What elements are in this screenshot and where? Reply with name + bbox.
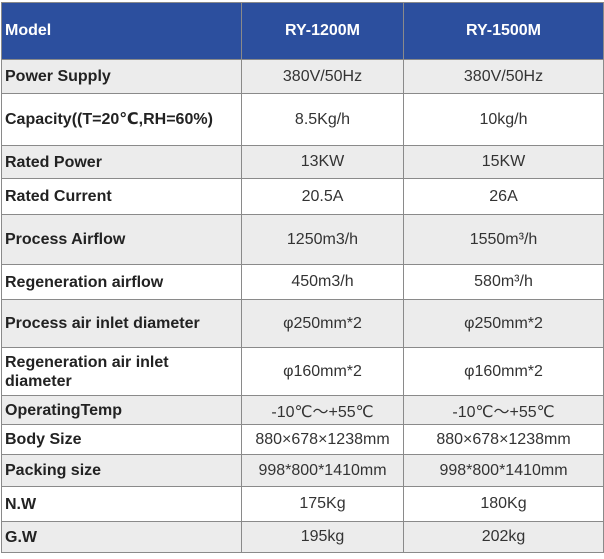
row-value-ry-1200m: 450m3/h: [241, 264, 404, 300]
row-label: N.W: [1, 486, 242, 522]
row-label: Power Supply: [1, 59, 242, 94]
row-value-ry-1200m: φ160mm*2: [241, 347, 404, 396]
row-value-ry-1200m: 380V/50Hz: [241, 59, 404, 94]
header-ry-1500m: RY-1500M: [403, 2, 604, 60]
row-value-ry-1500m: 998*800*1410mm: [403, 454, 604, 487]
row-label: Process Airflow: [1, 214, 242, 265]
row-value-ry-1200m: 195kg: [241, 521, 404, 553]
row-value-ry-1200m: 20.5A: [241, 178, 404, 215]
row-value-ry-1200m: -10℃～+55℃: [241, 395, 404, 425]
table-row: OperatingTemp -10℃～+55℃ -10℃～+55℃: [1, 395, 604, 425]
row-value-ry-1200m: 8.5Kg/h: [241, 93, 404, 146]
table-row: G.W 195kg 202kg: [1, 521, 604, 553]
row-label: Capacity((T=20℃,RH=60%): [1, 93, 242, 146]
table-row: Regeneration air inlet diameter φ160mm*2…: [1, 347, 604, 396]
table-row: N.W 175Kg 180Kg: [1, 486, 604, 522]
row-value-ry-1200m: 998*800*1410mm: [241, 454, 404, 487]
row-label: Regeneration airflow: [1, 264, 242, 300]
table-row: Process air inlet diameter φ250mm*2 φ250…: [1, 299, 604, 348]
row-value-ry-1200m: 880×678×1238mm: [241, 424, 404, 455]
row-label: Process air inlet diameter: [1, 299, 242, 348]
table-row: Rated Current 20.5A 26A: [1, 178, 604, 215]
row-label: Body Size: [1, 424, 242, 455]
header-row: Model RY-1200M RY-1500M: [1, 2, 604, 60]
header-model: Model: [1, 2, 242, 60]
row-value-ry-1500m: 580m³/h: [403, 264, 604, 300]
table-row: Rated Power 13KW 15KW: [1, 145, 604, 179]
row-value-ry-1500m: 26A: [403, 178, 604, 215]
row-value-ry-1200m: 1250m3/h: [241, 214, 404, 265]
row-value-ry-1500m: 1550m³/h: [403, 214, 604, 265]
row-label: OperatingTemp: [1, 395, 242, 425]
row-value-ry-1500m: 15KW: [403, 145, 604, 179]
table-row: Power Supply 380V/50Hz 380V/50Hz: [1, 59, 604, 94]
row-value-ry-1200m: 175Kg: [241, 486, 404, 522]
row-label: Packing size: [1, 454, 242, 487]
row-label: G.W: [1, 521, 242, 553]
row-value-ry-1500m: 180Kg: [403, 486, 604, 522]
row-value-ry-1500m: 10kg/h: [403, 93, 604, 146]
row-value-ry-1500m: φ250mm*2: [403, 299, 604, 348]
row-label: Regeneration air inlet diameter: [1, 347, 242, 396]
row-value-ry-1500m: -10℃～+55℃: [403, 395, 604, 425]
header-ry-1200m: RY-1200M: [241, 2, 404, 60]
table-row: Body Size 880×678×1238mm 880×678×1238mm: [1, 424, 604, 455]
row-value-ry-1500m: 202kg: [403, 521, 604, 553]
table-row: Packing size 998*800*1410mm 998*800*1410…: [1, 454, 604, 487]
table-row: Capacity((T=20℃,RH=60%) 8.5Kg/h 10kg/h: [1, 93, 604, 146]
row-value-ry-1200m: 13KW: [241, 145, 404, 179]
row-label: Rated Power: [1, 145, 242, 179]
row-label: Rated Current: [1, 178, 242, 215]
row-value-ry-1500m: φ160mm*2: [403, 347, 604, 396]
row-value-ry-1500m: 380V/50Hz: [403, 59, 604, 94]
table-row: Regeneration airflow 450m3/h 580m³/h: [1, 264, 604, 300]
row-value-ry-1500m: 880×678×1238mm: [403, 424, 604, 455]
table-row: Process Airflow 1250m3/h 1550m³/h: [1, 214, 604, 265]
row-value-ry-1200m: φ250mm*2: [241, 299, 404, 348]
